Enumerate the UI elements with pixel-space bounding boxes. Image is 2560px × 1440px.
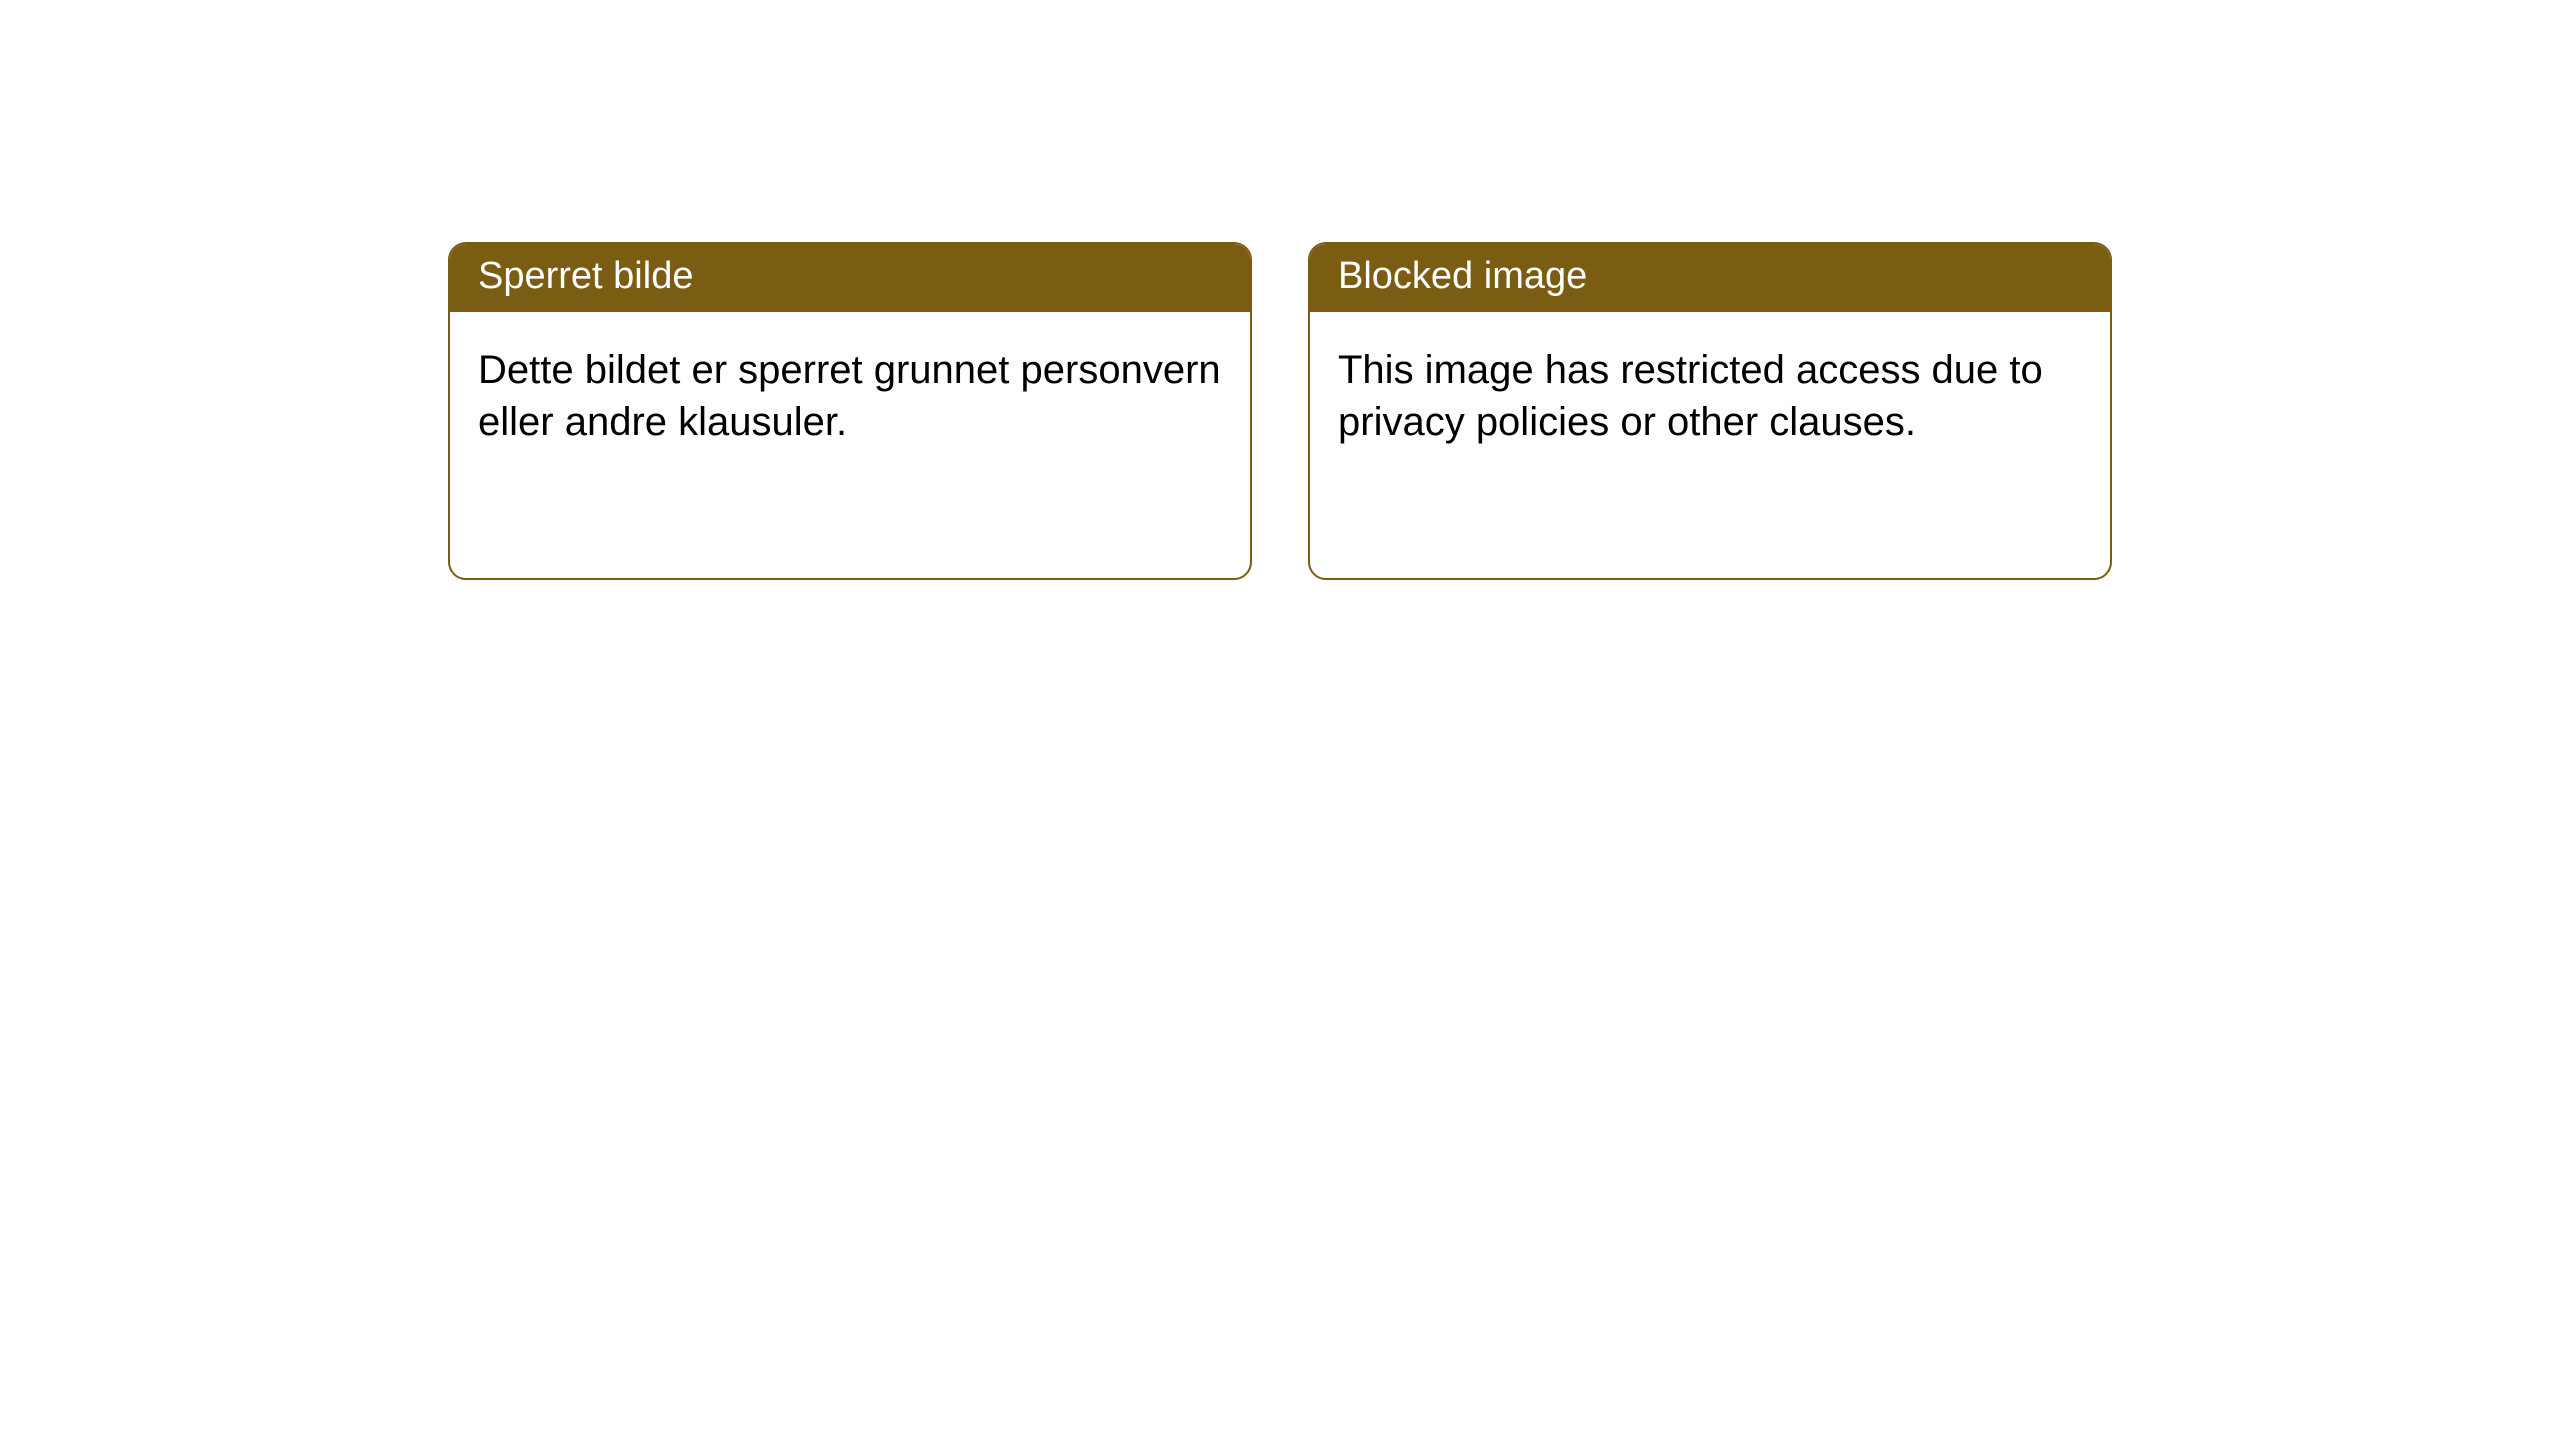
card-body-text: Dette bildet er sperret grunnet personve…	[478, 348, 1221, 444]
card-title: Blocked image	[1338, 255, 1587, 297]
notice-card-norwegian: Sperret bilde Dette bildet er sperret gr…	[448, 242, 1252, 580]
notice-container: Sperret bilde Dette bildet er sperret gr…	[448, 242, 2112, 580]
card-body-text: This image has restricted access due to …	[1338, 348, 2043, 444]
card-body: Dette bildet er sperret grunnet personve…	[450, 312, 1250, 480]
card-header: Sperret bilde	[450, 244, 1250, 312]
notice-card-english: Blocked image This image has restricted …	[1308, 242, 2112, 580]
card-header: Blocked image	[1310, 244, 2110, 312]
card-title: Sperret bilde	[478, 255, 693, 297]
card-body: This image has restricted access due to …	[1310, 312, 2110, 480]
